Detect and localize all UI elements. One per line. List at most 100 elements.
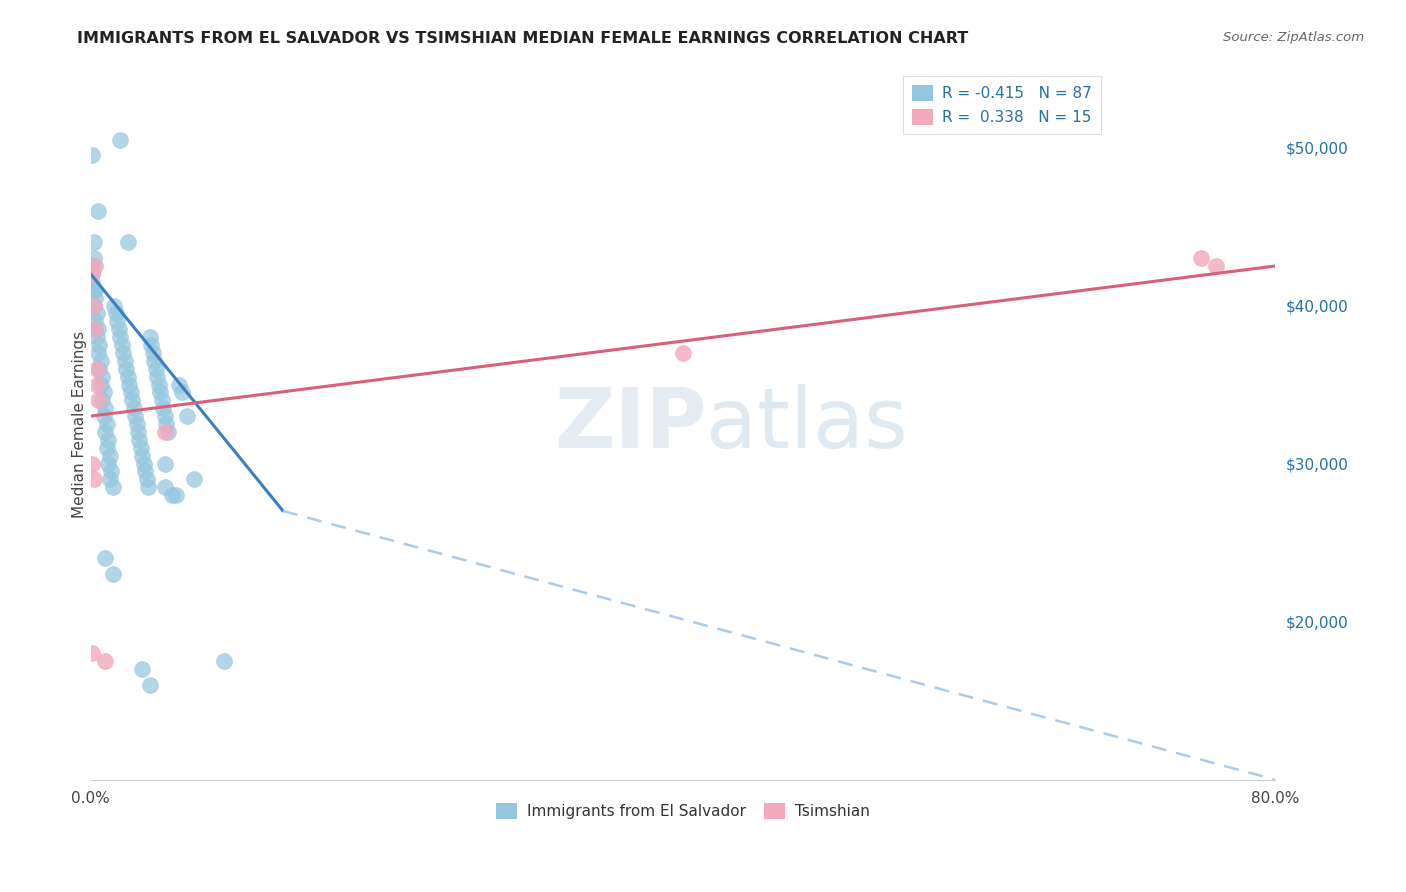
Point <box>114 354 136 368</box>
Point <box>94 551 117 566</box>
Point <box>127 425 149 439</box>
Point <box>96 417 118 431</box>
Point <box>84 322 107 336</box>
Point <box>1189 251 1212 265</box>
Point <box>87 203 110 218</box>
Point <box>82 148 104 162</box>
Point <box>98 472 121 486</box>
Point <box>103 299 125 313</box>
Point <box>84 259 107 273</box>
Point <box>101 567 124 582</box>
Point <box>145 361 167 376</box>
Point <box>128 433 150 447</box>
Point <box>104 306 127 320</box>
Point <box>105 314 128 328</box>
Point <box>96 441 118 455</box>
Point <box>117 235 139 250</box>
Point <box>122 401 145 416</box>
Point <box>86 330 108 344</box>
Point <box>84 314 107 328</box>
Point <box>110 330 132 344</box>
Point <box>156 425 179 439</box>
Point <box>93 385 115 400</box>
Point <box>86 361 108 376</box>
Point <box>118 377 141 392</box>
Point <box>101 480 124 494</box>
Point <box>112 346 135 360</box>
Point <box>153 457 176 471</box>
Point <box>121 393 143 408</box>
Point <box>153 409 176 424</box>
Point <box>169 377 191 392</box>
Point <box>91 393 114 408</box>
Point <box>131 449 153 463</box>
Point <box>115 361 138 376</box>
Point <box>125 417 148 431</box>
Point <box>97 433 120 447</box>
Point <box>155 417 177 431</box>
Point <box>82 646 104 660</box>
Point <box>83 251 105 265</box>
Point <box>143 354 166 368</box>
Point <box>138 480 160 494</box>
Point <box>93 409 115 424</box>
Point <box>83 299 105 313</box>
Point <box>172 385 194 400</box>
Point <box>82 267 104 281</box>
Point <box>120 385 142 400</box>
Point <box>107 322 129 336</box>
Point <box>183 472 205 486</box>
Point <box>152 401 174 416</box>
Point <box>148 377 170 392</box>
Point <box>97 457 120 471</box>
Point <box>90 377 112 392</box>
Point <box>124 409 146 424</box>
Point <box>82 457 104 471</box>
Point <box>1205 259 1227 273</box>
Point <box>94 654 117 668</box>
Point <box>160 488 183 502</box>
Point <box>94 425 117 439</box>
Point <box>94 401 117 416</box>
Point <box>84 291 107 305</box>
Point <box>83 235 105 250</box>
Point <box>86 377 108 392</box>
Legend: Immigrants from El Salvador, Tsimshian: Immigrants from El Salvador, Tsimshian <box>489 797 876 825</box>
Point <box>131 662 153 676</box>
Point <box>111 338 134 352</box>
Point <box>139 678 162 692</box>
Point <box>149 385 172 400</box>
Point <box>82 275 104 289</box>
Point <box>89 338 111 352</box>
Point <box>87 346 110 360</box>
Point <box>135 472 157 486</box>
Point <box>90 354 112 368</box>
Point <box>117 369 139 384</box>
Point <box>142 346 165 360</box>
Point <box>89 361 111 376</box>
Point <box>132 457 155 471</box>
Point <box>176 409 198 424</box>
Point <box>83 283 105 297</box>
Point <box>153 480 176 494</box>
Point <box>82 267 104 281</box>
Point <box>91 369 114 384</box>
Point <box>150 393 173 408</box>
Text: IMMIGRANTS FROM EL SALVADOR VS TSIMSHIAN MEDIAN FEMALE EARNINGS CORRELATION CHAR: IMMIGRANTS FROM EL SALVADOR VS TSIMSHIAN… <box>77 31 969 46</box>
Point <box>82 259 104 273</box>
Point <box>83 472 105 486</box>
Point <box>87 393 110 408</box>
Text: Source: ZipAtlas.com: Source: ZipAtlas.com <box>1223 31 1364 45</box>
Point <box>141 338 163 352</box>
Point <box>100 465 122 479</box>
Point <box>129 441 152 455</box>
Point <box>134 465 156 479</box>
Y-axis label: Median Female Earnings: Median Female Earnings <box>72 331 87 517</box>
Point <box>153 425 176 439</box>
Point <box>139 330 162 344</box>
Point <box>84 322 107 336</box>
Point <box>672 346 695 360</box>
Text: atlas: atlas <box>706 384 908 465</box>
Point <box>83 299 105 313</box>
Point <box>84 283 107 297</box>
